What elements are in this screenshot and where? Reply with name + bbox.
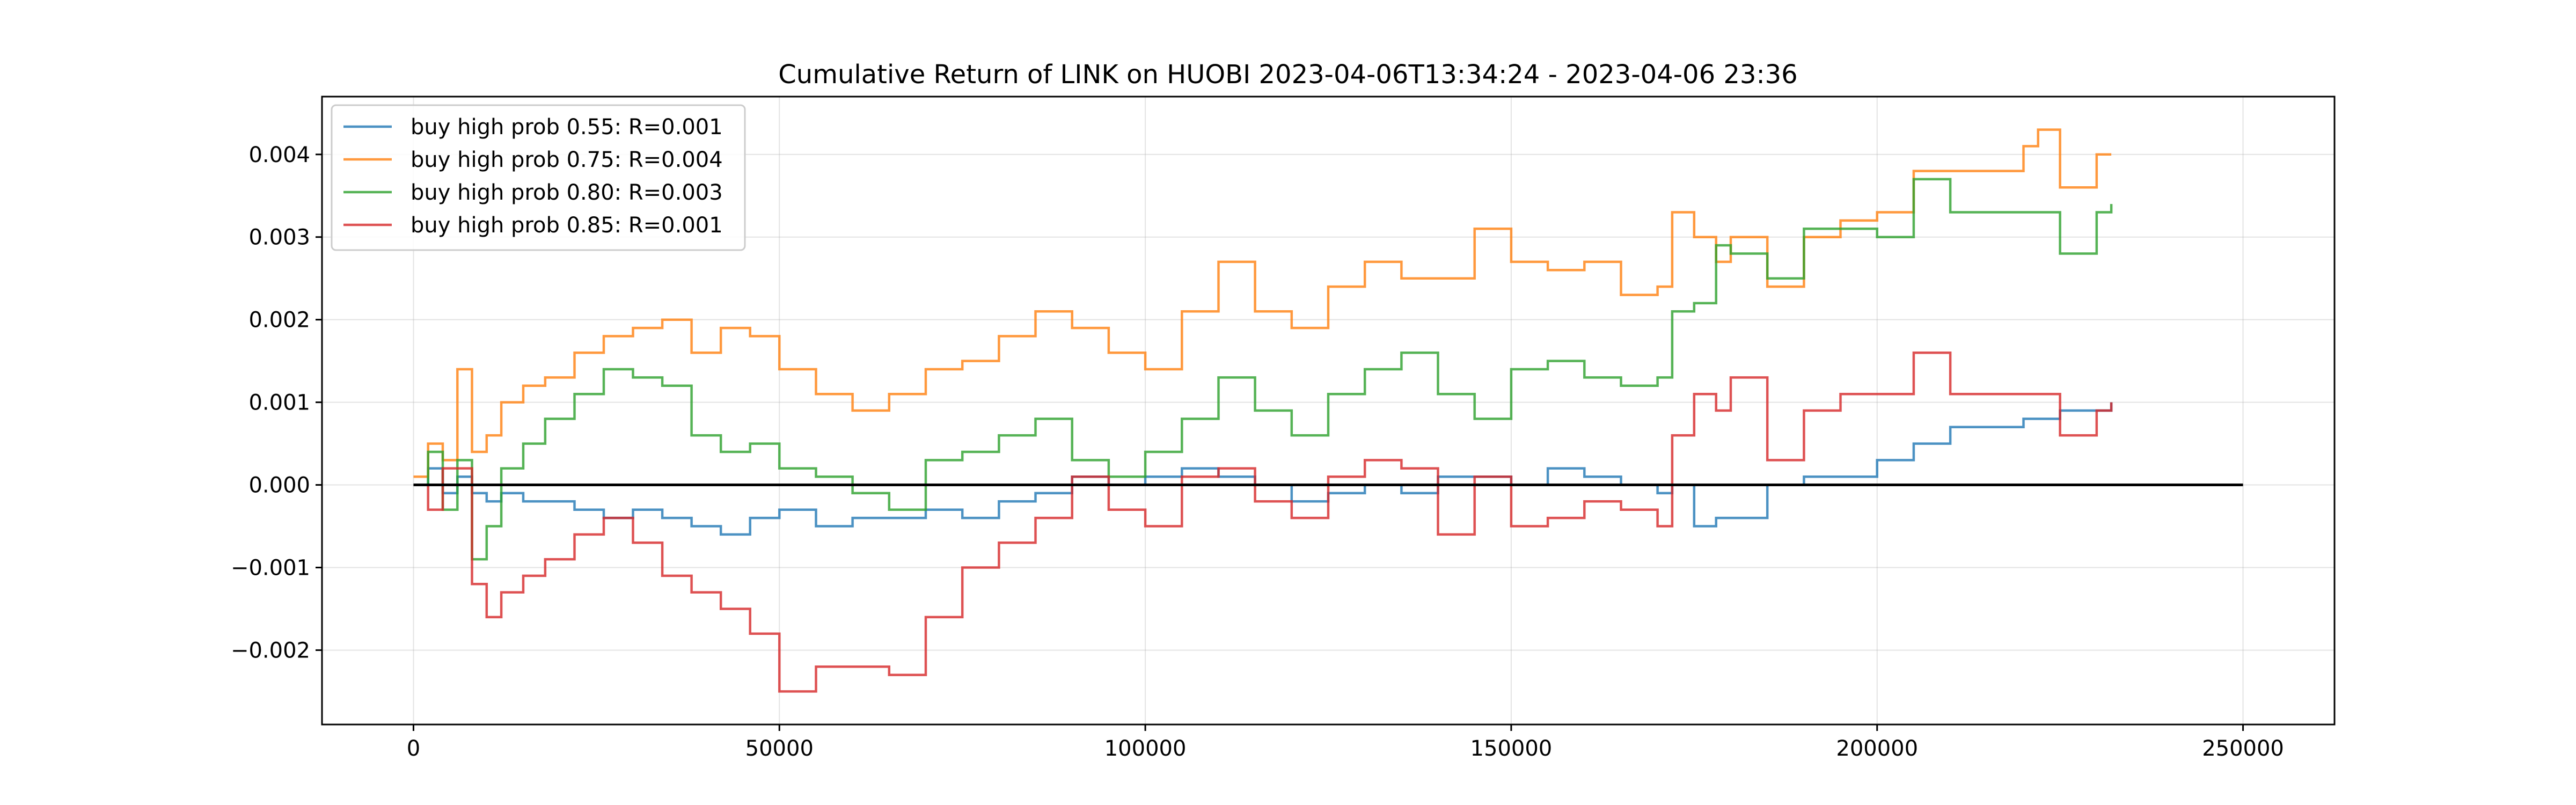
chart-title: Cumulative Return of LINK on HUOBI 2023-… bbox=[778, 60, 1797, 90]
y-axis: −0.002 −0.001 0.000 0.001 0.002 0.003 0.004 bbox=[231, 143, 322, 663]
legend-label-3: buy high prob 0.80: R=0.003 bbox=[411, 180, 723, 205]
x-tick-label: 200000 bbox=[1836, 736, 1918, 761]
x-tick-label: 50000 bbox=[745, 736, 814, 761]
y-tick-label: 0.001 bbox=[248, 391, 310, 415]
x-tick-label: 150000 bbox=[1470, 736, 1553, 761]
x-tick-label: 250000 bbox=[2202, 736, 2284, 761]
y-tick-label: 0.004 bbox=[248, 143, 310, 167]
x-tick-label: 100000 bbox=[1104, 736, 1187, 761]
x-tick-label: 0 bbox=[407, 736, 420, 761]
series-line-1 bbox=[413, 402, 2113, 536]
series-line-2 bbox=[413, 128, 2112, 478]
x-axis: 0 50000 100000 150000 200000 250000 bbox=[407, 724, 2284, 761]
series-line-3 bbox=[413, 178, 2113, 561]
y-tick-label: −0.002 bbox=[231, 638, 310, 663]
axes-frame bbox=[321, 96, 2336, 726]
plot-area bbox=[413, 128, 2243, 693]
y-tick-label: 0.002 bbox=[248, 308, 310, 333]
y-tick-label: 0.003 bbox=[248, 225, 310, 250]
series-line-4 bbox=[413, 351, 2113, 693]
legend-label-2: buy high prob 0.75: R=0.004 bbox=[411, 148, 723, 172]
y-tick-label: −0.001 bbox=[231, 556, 310, 581]
legend-label-4: buy high prob 0.85: R=0.001 bbox=[411, 213, 723, 238]
legend-label-1: buy high prob 0.55: R=0.001 bbox=[411, 115, 723, 140]
legend-box bbox=[331, 104, 746, 251]
y-tick-label: 0.000 bbox=[248, 473, 310, 498]
legend: buy high prob 0.55: R=0.001 buy high prob… bbox=[331, 104, 746, 251]
